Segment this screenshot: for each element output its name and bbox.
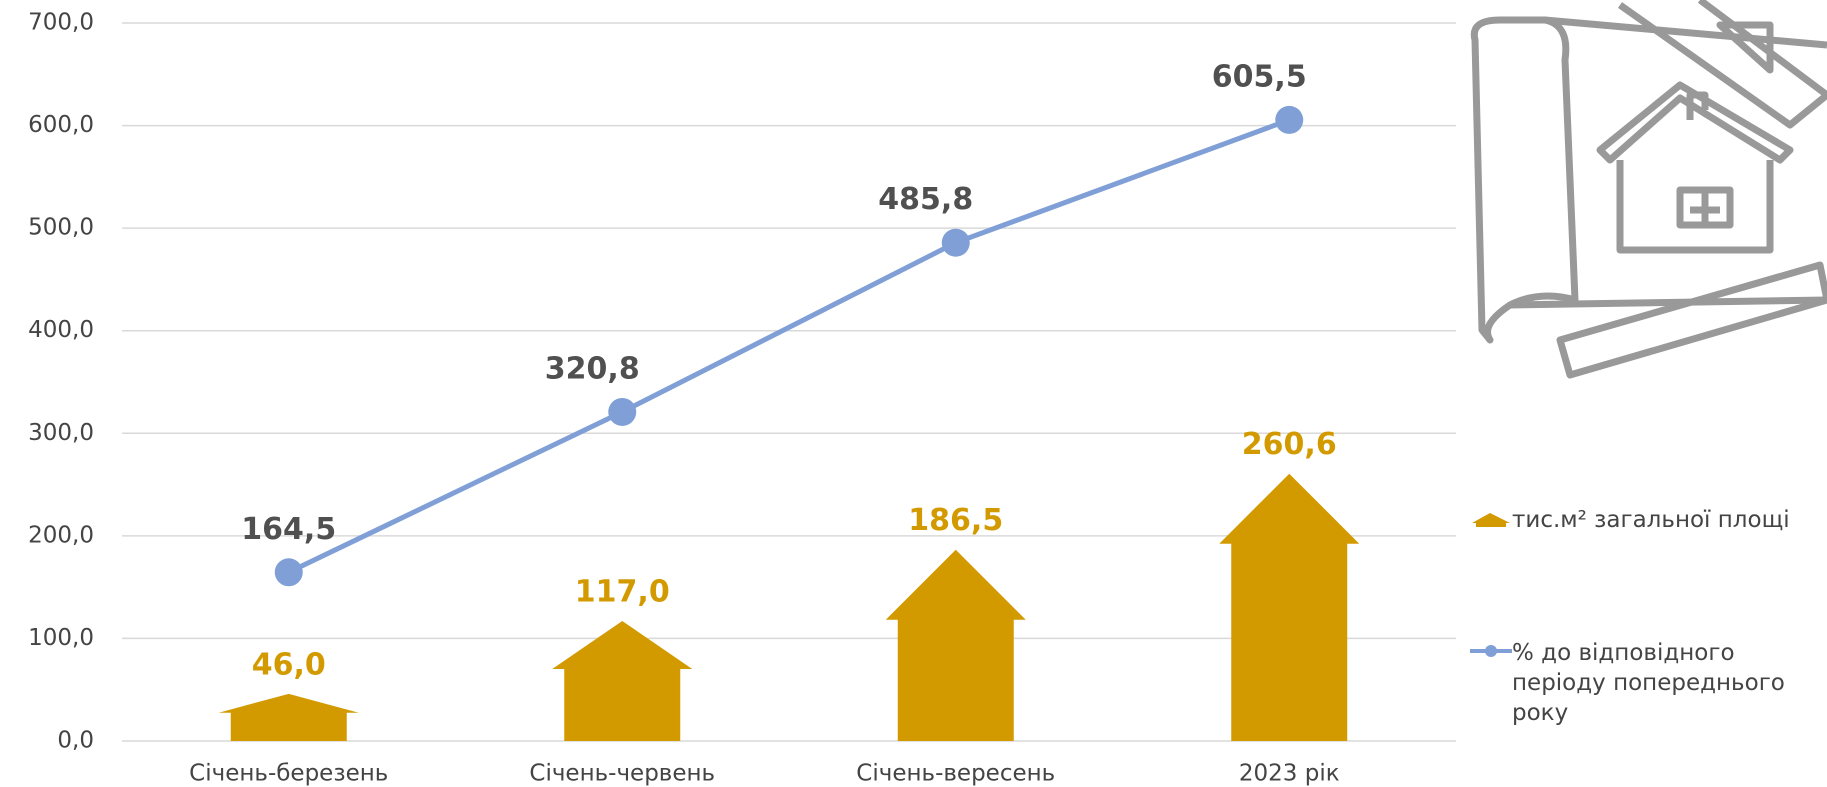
line-marker [275, 558, 303, 586]
data-label: 485,8 [878, 182, 973, 217]
decoration [1474, 0, 1827, 375]
data-label: 186,5 [908, 503, 1003, 538]
legend-marker [1485, 645, 1497, 657]
line-marker [608, 398, 636, 426]
x-tick-label: Січень-вересень [856, 761, 1055, 787]
y-tick-label: 100,0 [28, 625, 94, 651]
bar [886, 550, 1026, 741]
data-label: 46,0 [252, 647, 326, 682]
y-tick-label: 600,0 [28, 112, 94, 138]
y-tick-label: 200,0 [28, 522, 94, 548]
legend-swatch [1470, 505, 1512, 529]
bar [219, 694, 359, 741]
data-label: 164,5 [241, 512, 336, 547]
legend-swatch [1470, 638, 1512, 662]
line [289, 120, 1290, 572]
y-tick-label: 300,0 [28, 420, 94, 446]
legend-item: тис.м² загальної площі [1470, 505, 1820, 535]
data-label: 605,5 [1212, 59, 1307, 94]
y-tick-label: 700,0 [28, 10, 94, 36]
data-label: 320,8 [545, 351, 640, 386]
y-tick-label: 500,0 [28, 215, 94, 241]
data-label: 117,0 [575, 574, 670, 609]
bar [1219, 474, 1359, 741]
x-tick-label: Січень-березень [189, 761, 388, 787]
y-tick-label: 400,0 [28, 317, 94, 343]
x-tick-label: 2023 рік [1239, 761, 1340, 787]
data-label: 260,6 [1242, 427, 1337, 462]
page: 0,0 100,0 200,0 300,0 400,0 500,0 600,0 700,0 Сі… [0, 0, 1827, 787]
x-tick-label: Січень-червень [529, 761, 715, 787]
y-tick-label: 0,0 [57, 728, 94, 754]
legend-icon [1472, 513, 1510, 527]
line-marker [942, 229, 970, 257]
legend-label: % до відповідного періоду попереднього р… [1512, 638, 1812, 728]
legend-label: тис.м² загальної площі [1512, 505, 1812, 535]
legend-item: % до відповідного періоду попереднього р… [1470, 638, 1820, 728]
line-marker [1275, 106, 1303, 134]
